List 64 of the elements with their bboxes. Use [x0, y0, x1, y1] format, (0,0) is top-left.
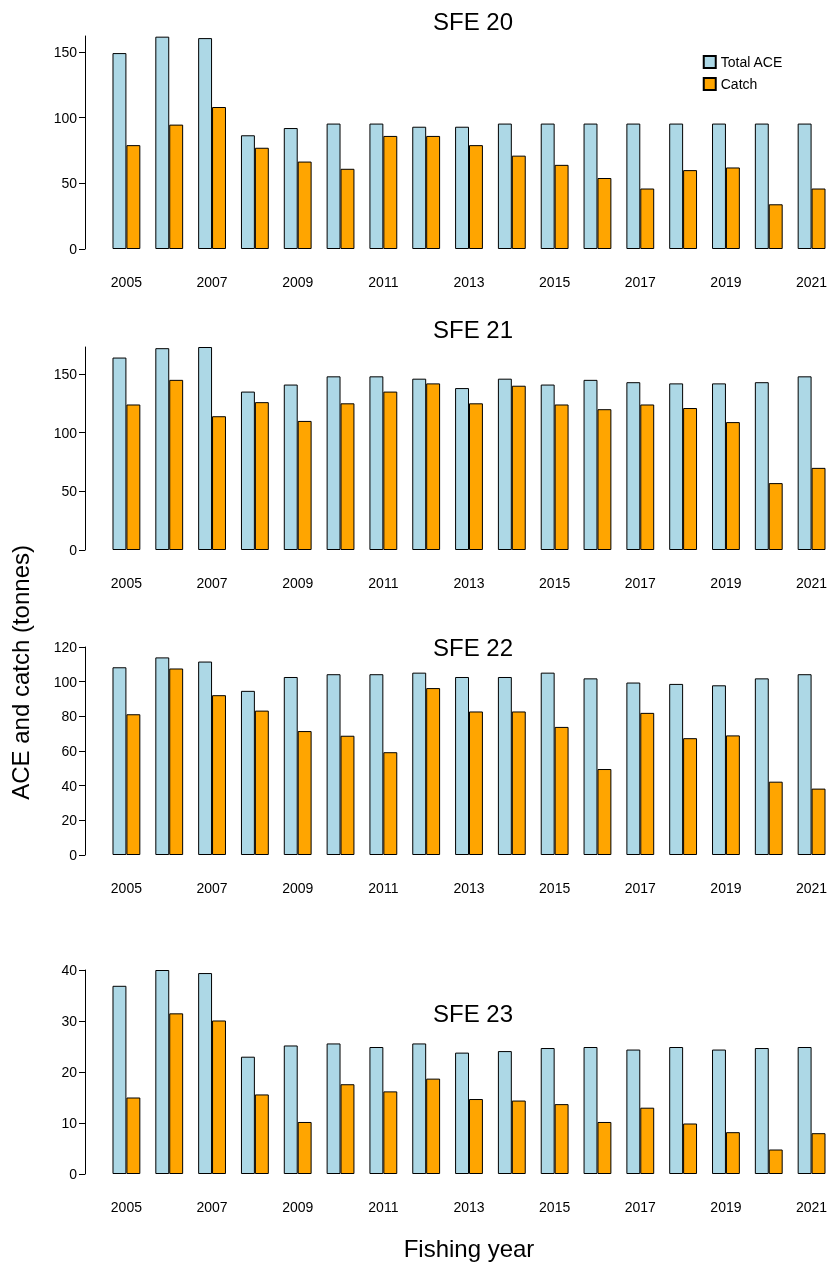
legend-label: Total ACE — [720, 54, 783, 70]
x-tick-label: 2005 — [110, 575, 143, 591]
y-tick-label: 80 — [61, 708, 78, 725]
y-tick-label: 0 — [69, 542, 78, 558]
x-tick-label: 2021 — [796, 1199, 828, 1215]
y-tick-label: 150 — [53, 43, 78, 60]
y-tick-label: 20 — [61, 812, 78, 829]
x-tick-label: 2015 — [539, 880, 571, 896]
y-tick-label: 0 — [69, 1166, 78, 1182]
chart-title: SFE 21 — [432, 315, 514, 343]
x-axis-title: Fishing year — [403, 1234, 535, 1262]
x-tick-label: 2011 — [368, 274, 399, 290]
x-tick-label: 2019 — [710, 1199, 742, 1215]
y-tick-label: 30 — [61, 1013, 78, 1029]
x-tick-label: 2017 — [624, 1199, 657, 1215]
x-tick-label: 2021 — [796, 575, 828, 591]
x-tick-label: 2013 — [453, 274, 485, 290]
x-tick-label: 2011 — [368, 880, 399, 896]
y-tick-label: 40 — [61, 962, 78, 978]
legend-label: Catch — [720, 76, 758, 92]
x-tick-label: 2005 — [110, 274, 143, 290]
text: SFE 23 — [432, 999, 514, 1027]
x-tick-label: 2007 — [196, 575, 228, 591]
y-tick-label: 40 — [61, 777, 78, 794]
y-tick-label: 20 — [61, 1064, 78, 1080]
y-tick-label: 50 — [61, 483, 78, 500]
x-tick-label: 2015 — [539, 1199, 571, 1215]
x-tick-label: 2019 — [710, 274, 742, 290]
y-tick-label: 0 — [69, 847, 78, 863]
y-tick-label: 0 — [69, 241, 78, 257]
y-tick-label: 10 — [61, 1115, 78, 1131]
y-tick-label: 60 — [61, 743, 78, 759]
x-tick-label: 2013 — [453, 1199, 485, 1215]
x-tick-label: 2015 — [539, 274, 571, 290]
y-tick-label: 120 — [53, 639, 78, 655]
y-axis-title: ACE and catch (tonnes) — [6, 544, 34, 800]
x-tick-label: 2013 — [453, 880, 485, 896]
x-tick-label: 2007 — [196, 1199, 228, 1215]
x-tick-label: 2009 — [282, 1199, 314, 1215]
y-tick-label: 100 — [53, 109, 78, 126]
y-tick-label: 50 — [61, 175, 78, 192]
x-tick-label: 2009 — [282, 274, 314, 290]
y-tick-label: 100 — [53, 673, 78, 690]
chart-title: SFE 22 — [432, 633, 514, 661]
x-tick-label: 2021 — [796, 880, 828, 896]
y-tick-label: 100 — [53, 424, 78, 441]
x-tick-label: 2017 — [624, 274, 657, 290]
x-tick-label: 2007 — [196, 880, 228, 896]
x-tick-label: 2011 — [368, 1199, 399, 1215]
x-tick-label: 2011 — [368, 575, 399, 591]
x-tick-label: 2007 — [196, 274, 228, 290]
x-tick-label: 2005 — [110, 880, 143, 896]
chart-title: SFE 20 — [432, 7, 514, 35]
x-tick-label: 2005 — [110, 1199, 143, 1215]
x-tick-label: 2019 — [710, 575, 742, 591]
x-tick-label: 2009 — [282, 880, 314, 896]
x-tick-label: 2017 — [624, 575, 657, 591]
x-tick-label: 2013 — [453, 575, 485, 591]
x-tick-label: 2019 — [710, 880, 742, 896]
x-tick-label: 2017 — [624, 880, 657, 896]
x-tick-label: 2021 — [796, 274, 828, 290]
x-tick-label: 2009 — [282, 575, 314, 591]
y-tick-label: 150 — [53, 365, 78, 382]
x-tick-label: 2015 — [539, 575, 571, 591]
